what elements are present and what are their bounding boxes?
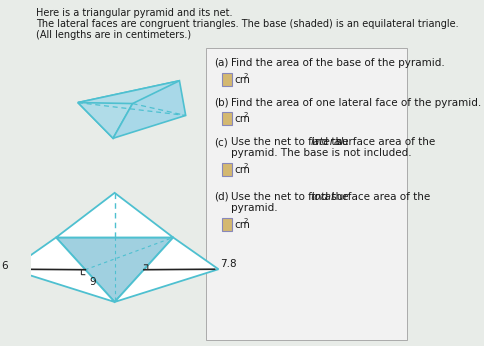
Text: cm: cm: [234, 165, 250, 175]
Polygon shape: [78, 102, 133, 138]
Text: pyramid.: pyramid.: [231, 203, 278, 213]
Polygon shape: [113, 81, 186, 138]
Text: 7.8: 7.8: [220, 259, 237, 269]
Polygon shape: [78, 81, 180, 103]
Polygon shape: [56, 193, 173, 237]
Text: (b): (b): [214, 98, 228, 108]
Text: Use the net to find the: Use the net to find the: [231, 137, 352, 147]
FancyBboxPatch shape: [222, 163, 232, 176]
Text: (All lengths are in centimeters.): (All lengths are in centimeters.): [36, 30, 191, 40]
Text: Here is a triangular pyramid and its net.: Here is a triangular pyramid and its net…: [36, 8, 232, 18]
Text: 2: 2: [243, 112, 248, 118]
FancyBboxPatch shape: [222, 112, 232, 125]
FancyBboxPatch shape: [206, 48, 408, 340]
Text: cm: cm: [234, 220, 250, 230]
Text: 2: 2: [243, 218, 248, 224]
Text: (a): (a): [214, 58, 228, 68]
Polygon shape: [115, 237, 218, 302]
Text: Use the net to find the: Use the net to find the: [231, 192, 352, 202]
Text: surface area of the: surface area of the: [333, 137, 435, 147]
Text: lateral: lateral: [311, 137, 344, 147]
Text: 9: 9: [90, 277, 96, 287]
Polygon shape: [11, 237, 115, 302]
Text: 2: 2: [243, 163, 248, 169]
Text: total: total: [311, 192, 334, 202]
Text: cm: cm: [234, 75, 250, 85]
Text: 6: 6: [1, 261, 8, 271]
Text: cm: cm: [234, 115, 250, 125]
Polygon shape: [56, 237, 173, 302]
Text: pyramid. The base is not included.: pyramid. The base is not included.: [231, 148, 411, 158]
FancyBboxPatch shape: [222, 218, 232, 230]
Text: surface area of the: surface area of the: [328, 192, 430, 202]
Text: (d): (d): [214, 192, 228, 202]
Text: Find the area of the base of the pyramid.: Find the area of the base of the pyramid…: [231, 58, 445, 68]
Text: (c): (c): [214, 137, 227, 147]
FancyBboxPatch shape: [222, 73, 232, 86]
Text: 2: 2: [243, 73, 248, 79]
Polygon shape: [78, 81, 180, 138]
Text: Find the area of one lateral face of the pyramid.: Find the area of one lateral face of the…: [231, 98, 481, 108]
Text: The lateral faces are congruent triangles. The base (shaded) is an equilateral t: The lateral faces are congruent triangle…: [36, 19, 458, 29]
